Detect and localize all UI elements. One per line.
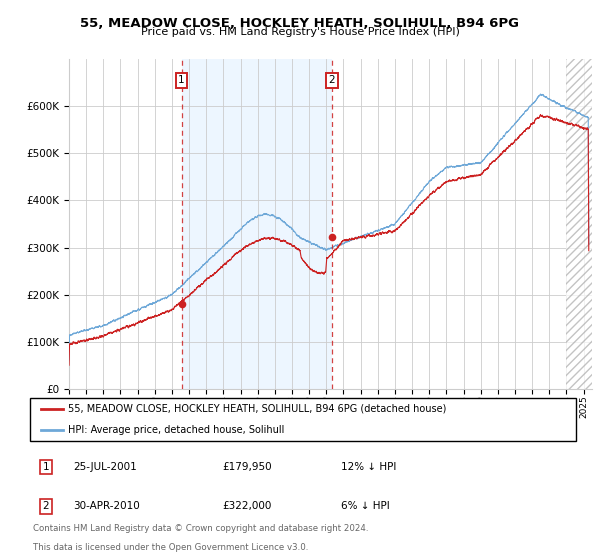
Text: 12% ↓ HPI: 12% ↓ HPI [341,462,396,472]
Text: 1: 1 [178,75,185,85]
Text: £179,950: £179,950 [222,462,272,472]
Text: £322,000: £322,000 [222,501,271,511]
Text: 2: 2 [329,75,335,85]
Text: 30-APR-2010: 30-APR-2010 [74,501,140,511]
FancyBboxPatch shape [30,398,576,441]
Text: HPI: Average price, detached house, Solihull: HPI: Average price, detached house, Soli… [68,425,284,435]
Bar [182,59,332,389]
Text: 55, MEADOW CLOSE, HOCKLEY HEATH, SOLIHULL, B94 6PG (detached house): 55, MEADOW CLOSE, HOCKLEY HEATH, SOLIHUL… [68,404,446,414]
Text: 1: 1 [43,462,49,472]
Text: 55, MEADOW CLOSE, HOCKLEY HEATH, SOLIHULL, B94 6PG: 55, MEADOW CLOSE, HOCKLEY HEATH, SOLIHUL… [80,17,520,30]
Text: 6% ↓ HPI: 6% ↓ HPI [341,501,389,511]
Text: Contains HM Land Registry data © Crown copyright and database right 2024.: Contains HM Land Registry data © Crown c… [33,524,368,533]
Text: This data is licensed under the Open Government Licence v3.0.: This data is licensed under the Open Gov… [33,543,308,552]
Text: 25-JUL-2001: 25-JUL-2001 [74,462,137,472]
Text: Price paid vs. HM Land Registry's House Price Index (HPI): Price paid vs. HM Land Registry's House … [140,27,460,37]
Bar [566,59,592,389]
Text: 2: 2 [43,501,49,511]
